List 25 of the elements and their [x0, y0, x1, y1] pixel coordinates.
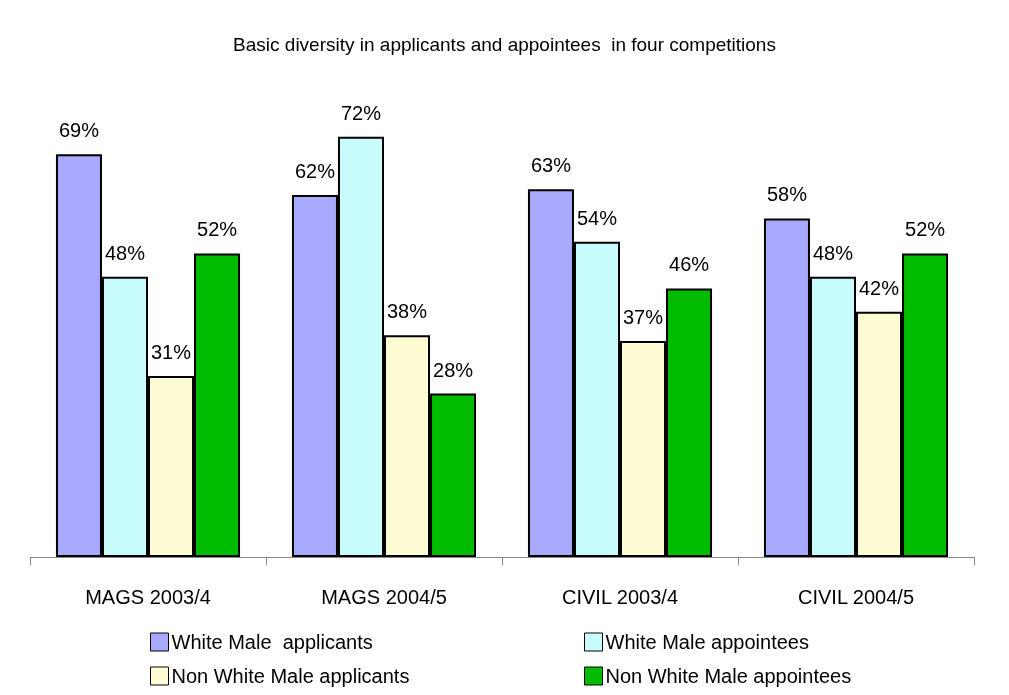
- x-tick-label: MAGS 2003/4: [85, 586, 211, 608]
- data-label: 62%: [294, 160, 336, 183]
- data-label: 72%: [340, 101, 382, 124]
- data-label: 31%: [150, 341, 192, 364]
- x-tick-label: CIVIL 2003/4: [561, 586, 679, 608]
- data-label: 52%: [905, 218, 946, 241]
- data-label: 69%: [58, 119, 100, 142]
- x-tick-label: MAGS 2004/5: [321, 586, 447, 608]
- data-label: 48%: [812, 241, 854, 264]
- data-label: 63%: [530, 154, 572, 177]
- chart-title: Basic diversity in applicants and appointees in four competitions: [233, 34, 776, 55]
- legend-label: White Male applicants: [171, 631, 373, 653]
- legend-label: Non White Male applicants: [171, 665, 410, 687]
- legend-label: White Male appointees: [605, 631, 809, 653]
- data-label: 58%: [766, 183, 808, 206]
- data-label: 54%: [576, 206, 618, 229]
- data-label: 42%: [858, 276, 900, 299]
- data-label: 37%: [622, 306, 664, 329]
- data-label: 52%: [197, 218, 238, 241]
- x-tick-label: CIVIL 2004/5: [797, 586, 915, 608]
- data-label: 38%: [386, 300, 428, 323]
- data-label: 28%: [433, 358, 474, 381]
- data-label: 46%: [669, 253, 710, 276]
- data-label: 48%: [104, 241, 146, 264]
- legend-label: Non White Male appointees: [605, 665, 852, 687]
